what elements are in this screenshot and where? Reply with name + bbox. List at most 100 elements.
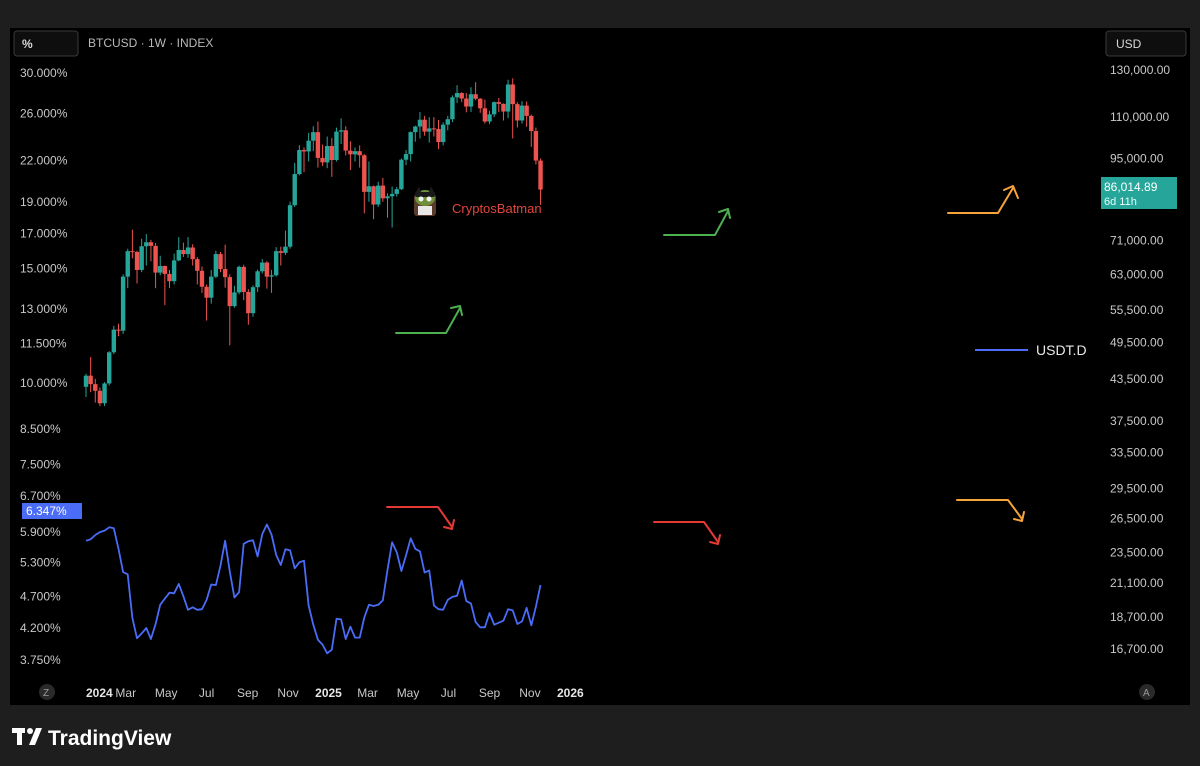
btc-candle xyxy=(195,257,200,285)
candle-body xyxy=(139,246,144,270)
x-axis-tick: Jul xyxy=(441,686,456,700)
btc-candle xyxy=(505,79,511,119)
left-axis-tick: 15.000% xyxy=(20,262,68,276)
candle-body xyxy=(255,271,260,288)
btc-candle xyxy=(134,250,140,284)
left-scale-label: % xyxy=(22,37,33,51)
btc-candle xyxy=(440,122,446,146)
btc-candle xyxy=(227,274,232,346)
btc-candle xyxy=(278,246,284,266)
candle-body xyxy=(134,252,140,270)
candle-body xyxy=(380,185,386,199)
candle-body xyxy=(362,155,367,192)
candle-body xyxy=(468,94,474,107)
btc-candle xyxy=(83,373,89,397)
candle-body xyxy=(130,251,135,253)
left-axis-tick: 13.000% xyxy=(20,302,68,316)
x-axis-ticks: 2024 Mar May Jul Sep Nov 2025 Mar May Jul Sep Nov 20… xyxy=(86,686,584,700)
candle-body xyxy=(519,105,525,121)
btc-candle xyxy=(297,145,302,176)
x-axis-tick: Sep xyxy=(479,686,501,700)
right-axis-tick: 110,000.00 xyxy=(1110,110,1169,124)
btc-candle xyxy=(218,252,223,273)
btc-candle xyxy=(158,255,163,276)
btc-candle xyxy=(431,117,437,137)
right-axis-ticks: 130,000.00 110,000.00 95,000.00 71,000.00 63… xyxy=(1110,63,1170,656)
btc-candle xyxy=(120,274,126,335)
btc-candle xyxy=(301,147,307,173)
candle-body xyxy=(445,119,450,125)
usdt-dominance-line xyxy=(85,523,542,655)
candle-body xyxy=(311,132,316,141)
candle-body xyxy=(454,93,460,98)
x-axis-tick: May xyxy=(155,686,178,700)
btc-candle xyxy=(162,265,168,306)
candle-body xyxy=(417,119,423,127)
candle-body xyxy=(199,270,205,287)
btc-candle xyxy=(515,102,520,128)
symbol-title[interactable]: BTCUSD · 1W · INDEX xyxy=(88,36,213,50)
btc-candle xyxy=(269,269,274,293)
btc-candle xyxy=(283,230,288,255)
candle-body xyxy=(232,292,237,307)
left-scale-toggle[interactable]: % xyxy=(13,30,79,57)
btc-candle xyxy=(478,98,483,113)
candle-body xyxy=(93,384,98,391)
candle-body xyxy=(83,375,89,387)
btc-candle xyxy=(348,141,353,171)
candle-body xyxy=(102,383,107,404)
candle-body xyxy=(473,94,478,99)
btc-candle xyxy=(496,98,501,113)
btc-candle xyxy=(315,121,321,168)
btc-candle xyxy=(139,238,144,273)
btc-candle xyxy=(148,239,154,262)
candle-body xyxy=(204,286,209,298)
btc-candle xyxy=(97,387,103,407)
btcusd-candles xyxy=(83,78,543,407)
candle-body xyxy=(185,247,191,255)
candle-body xyxy=(195,259,200,271)
candle-body xyxy=(283,246,288,253)
right-axis-tick: 26,500.00 xyxy=(1110,512,1164,526)
candle-body xyxy=(297,150,302,175)
btc-candle xyxy=(287,201,293,249)
candle-body xyxy=(213,254,219,277)
candle-body xyxy=(315,132,321,158)
btc-candle xyxy=(454,85,460,103)
right-scale-toggle[interactable]: USD xyxy=(1105,30,1187,57)
candle-body xyxy=(218,254,223,270)
zoom-button[interactable]: Z xyxy=(39,684,55,700)
candle-body xyxy=(440,124,446,143)
tradingview-logo-icon xyxy=(12,728,42,745)
orange-up-arrow xyxy=(947,185,1019,214)
candle-body xyxy=(366,186,372,192)
candle-body xyxy=(120,276,126,331)
candle-body xyxy=(533,131,539,161)
btc-candle xyxy=(209,269,214,304)
candle-body xyxy=(181,249,186,255)
btc-candle xyxy=(436,119,441,150)
left-axis-tick: 8.500% xyxy=(20,422,61,436)
auto-scale-button[interactable]: A xyxy=(1139,684,1155,700)
candle-body xyxy=(273,251,279,276)
candle-body xyxy=(246,291,251,314)
btc-candle xyxy=(450,95,455,123)
candle-body xyxy=(227,277,232,307)
right-axis-tick: 63,000.00 xyxy=(1110,267,1164,281)
btc-candle xyxy=(236,265,242,295)
btc-candle xyxy=(171,253,177,285)
candle-body xyxy=(338,130,344,132)
btc-candle xyxy=(482,99,488,124)
left-axis-ticks: 30.000% 26.000% 22.000% 19.000% 17.000% 15.00… xyxy=(20,66,68,667)
candle-body xyxy=(450,97,455,120)
right-axis-tick: 23,500.00 xyxy=(1110,546,1164,560)
btc-candle xyxy=(389,186,395,228)
x-axis-tick: Jul xyxy=(199,686,214,700)
candle-timer: 6d 11h xyxy=(1104,196,1137,208)
usdt-legend[interactable]: USDT.D xyxy=(975,342,1087,358)
right-scale-label: USD xyxy=(1116,37,1142,51)
candle-body xyxy=(324,146,330,163)
x-axis-tick: Nov xyxy=(277,686,298,700)
btc-candle xyxy=(468,87,474,113)
candle-body xyxy=(278,251,284,253)
